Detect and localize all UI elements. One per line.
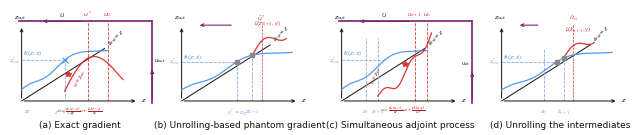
Text: $u_{ot}$: $u_{ot}$ <box>461 60 470 68</box>
Text: $z_{n+1}$: $z_{n+1}$ <box>371 108 385 116</box>
Text: $\hat{u}^*$: $\hat{u}^*$ <box>257 14 266 23</box>
Text: $f_\theta(z;x)$: $f_\theta(z;x)$ <box>23 49 42 58</box>
Text: $z_0$: $z_0$ <box>24 108 31 116</box>
Text: $z_{out}=z$: $z_{out}=z$ <box>106 28 126 48</box>
Text: $f_\theta(z;x)$: $f_\theta(z;x)$ <box>183 53 202 62</box>
Text: $f_\theta(z;x)$: $f_\theta(z;x)$ <box>343 49 362 58</box>
Text: $z_{out}$: $z_{out}$ <box>174 14 186 22</box>
Text: $u=z_{out}$: $u=z_{out}$ <box>369 66 384 86</box>
Text: z: z <box>301 98 305 104</box>
Text: $u=\frac{\partial f_\theta(z_n;x)}{\partial z}u_n+\frac{\partial L(z_n,y)}{\part: $u=\frac{\partial f_\theta(z_n;x)}{\part… <box>380 105 426 117</box>
Text: $z_{out}$: $z_{out}$ <box>494 14 506 22</box>
Text: (c) Simultaneous adjoint process: (c) Simultaneous adjoint process <box>326 121 474 130</box>
Text: $u_0$: $u_0$ <box>104 11 112 19</box>
Text: $z_{out}=z$: $z_{out}=z$ <box>271 24 292 44</box>
Text: $f_\theta(z;x)$: $f_\theta(z;x)$ <box>503 53 522 62</box>
Text: (a) Exact gradient: (a) Exact gradient <box>39 121 121 130</box>
Text: $u_n$: $u_n$ <box>422 11 431 19</box>
Text: $z_{out}^*$: $z_{out}^*$ <box>169 56 180 67</box>
Text: $L(z_{N+1},y)$: $L(z_{N+1},y)$ <box>254 19 281 28</box>
Text: $u$: $u$ <box>381 11 387 19</box>
Text: $u_{n+1}$: $u_{n+1}$ <box>407 11 422 19</box>
Text: $z_{out}^*$: $z_{out}^*$ <box>329 55 340 65</box>
Text: $z_{out}^*$: $z_{out}^*$ <box>9 55 20 65</box>
Text: z: z <box>141 98 145 104</box>
Text: $z^*=z_N$: $z^*=z_N$ <box>227 108 247 118</box>
Text: $u=z_{out}$: $u=z_{out}$ <box>72 69 89 89</box>
Text: $z^*=z_N$: $z^*=z_N$ <box>54 108 75 118</box>
Text: $u$: $u$ <box>60 11 65 19</box>
Text: (b) Unrolling-based phantom gradient: (b) Unrolling-based phantom gradient <box>154 121 326 130</box>
Text: $z_{out}=z$: $z_{out}=z$ <box>591 24 612 44</box>
Text: $z_n$: $z_n$ <box>362 108 369 116</box>
Text: $z_{N+1}$: $z_{N+1}$ <box>245 108 259 116</box>
Text: $z_{out}$: $z_{out}$ <box>334 14 346 22</box>
Text: (d) Unrolling the intermediates: (d) Unrolling the intermediates <box>490 121 630 130</box>
Text: $z_{out}=z$: $z_{out}=z$ <box>426 28 446 48</box>
Text: $\hat{z}_{n+1}$: $\hat{z}_{n+1}$ <box>557 108 570 117</box>
Text: $u=\frac{\partial f_\theta(z^*;x)}{\partial z}u+\frac{\partial L(z^*,y)}{\partia: $u=\frac{\partial f_\theta(z^*;x)}{\part… <box>58 105 102 117</box>
Text: $z_n$: $z_n$ <box>540 108 547 116</box>
Text: z: z <box>461 98 465 104</box>
Text: $z_{out}^*$: $z_{out}^*$ <box>489 56 500 67</box>
Text: $z_{out}$: $z_{out}$ <box>14 14 26 22</box>
Text: $\hat{u}_n$: $\hat{u}_n$ <box>568 14 577 23</box>
Text: $u_{out}$: $u_{out}$ <box>154 57 166 65</box>
Text: z: z <box>621 98 625 104</box>
Text: $L(\hat{z}_{n+1},y)$: $L(\hat{z}_{n+1},y)$ <box>565 25 591 35</box>
Text: $u^*$: $u^*$ <box>83 10 92 19</box>
